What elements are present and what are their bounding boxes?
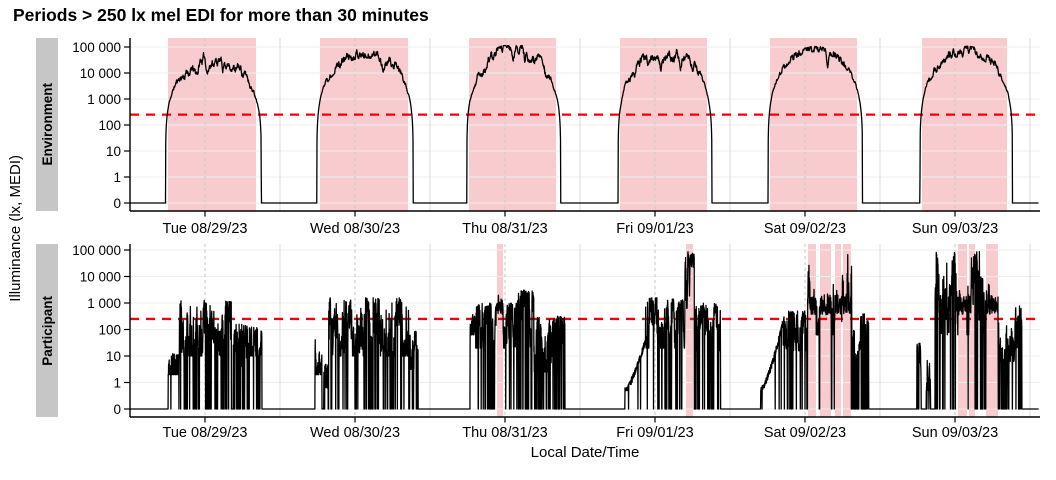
x-tick-label: Wed 08/30/23	[310, 221, 400, 237]
y-tick-label: 100	[98, 118, 121, 133]
x-tick-label: Sun 09/03/23	[912, 425, 998, 441]
x-tick-label: Fri 09/01/23	[616, 425, 693, 441]
x-tick-label: Thu 08/31/23	[462, 425, 547, 441]
x-tick-label: Tue 08/29/23	[163, 221, 248, 237]
x-tick-label: Sat 09/02/23	[764, 221, 846, 237]
y-tick-label: 10	[106, 349, 121, 364]
environment-axes	[124, 38, 1040, 217]
participant-highlight-bands	[497, 244, 998, 417]
y-tick-label: 100 000	[72, 243, 121, 258]
y-tick-label: 100	[98, 322, 121, 337]
x-tick-label: Fri 09/01/23	[616, 221, 693, 237]
x-axis-title: Local Date/Time	[530, 444, 640, 461]
y-tick-label: 100 000	[72, 40, 121, 55]
x-tick-label: Wed 08/30/23	[310, 425, 400, 441]
participant-y-tick-labels: 0 1 10 100 1 000 10 000 100 000	[72, 243, 121, 417]
participant-illuminance-line	[129, 251, 1040, 410]
environment-illuminance-line	[129, 45, 1039, 204]
facet-strip-environment: Environment	[36, 38, 58, 211]
y-tick-label: 10 000	[80, 66, 121, 81]
y-tick-label: 1 000	[87, 92, 121, 107]
y-tick-label: 0	[113, 196, 121, 211]
participant-gridlines	[130, 244, 1040, 417]
y-tick-label: 1	[113, 170, 121, 185]
facet-strip-participant: Participant	[36, 244, 58, 417]
y-tick-label: 10	[106, 144, 121, 159]
x-tick-label: Thu 08/31/23	[462, 221, 547, 237]
environment-x-tick-labels: Tue 08/29/23 Wed 08/30/23 Thu 08/31/23 Fri …	[163, 221, 999, 237]
x-tick-label: Sun 09/03/23	[912, 221, 998, 237]
y-tick-label: 1	[113, 375, 121, 390]
participant-axes	[124, 244, 1040, 423]
y-tick-label: 10 000	[80, 269, 121, 284]
y-tick-label: 0	[113, 402, 121, 417]
chart-title: Periods > 250 lx mel EDI for more than 3…	[13, 5, 429, 25]
x-tick-label: Sat 09/02/23	[764, 425, 846, 441]
environment-y-tick-labels: 0 1 10 100 1 000 10 000 100 000	[72, 40, 121, 211]
participant-x-tick-labels: Tue 08/29/23 Wed 08/30/23 Thu 08/31/23 Fri …	[163, 425, 999, 441]
environment-gridlines	[130, 38, 1040, 211]
y-tick-label: 1 000	[87, 296, 121, 311]
x-tick-label: Tue 08/29/23	[163, 425, 248, 441]
